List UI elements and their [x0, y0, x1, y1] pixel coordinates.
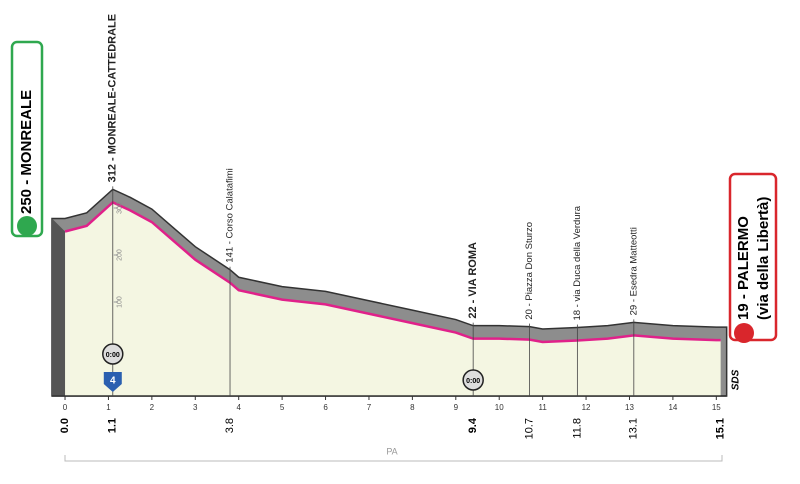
waypoint-label: 312 - MONREALE-CATTEDRALE [107, 14, 119, 182]
waypoint-label: 18 - via Duca della Verdura [572, 205, 583, 320]
x-tick-label: 8 [410, 403, 415, 412]
elevation-area [65, 202, 721, 396]
start-label: 250 - MONREALE [18, 90, 35, 214]
climb-badge [103, 372, 122, 392]
x-tick-label: 15 [712, 403, 721, 412]
climb-category: 4 [110, 376, 116, 387]
x-tick-label: 10 [495, 403, 504, 412]
waypoint-label: 22 - VIA ROMA [467, 242, 479, 319]
km-marker: 13.1 [628, 418, 640, 439]
range-bracket [64, 455, 723, 462]
x-tick-label: 7 [367, 403, 372, 412]
x-tick-label: 13 [625, 403, 634, 412]
km-marker: 3.8 [224, 418, 236, 433]
finish-box [728, 172, 778, 342]
range-label: PA [386, 446, 397, 456]
y-tick-label: 300 [117, 202, 124, 214]
waypoint-label: 141 - Corso Calatafimi [225, 168, 236, 263]
x-tick-label: 2 [150, 403, 155, 412]
y-tick-label: 100 [117, 296, 124, 308]
km-marker: 11.8 [571, 418, 583, 439]
x-tick-label: 14 [668, 403, 677, 412]
x-tick-label: 3 [193, 403, 198, 412]
timing-icon [462, 369, 484, 391]
x-tick-label: 4 [236, 403, 241, 412]
elevation-line [64, 200, 721, 344]
left-wall [52, 218, 66, 396]
km-marker: 9.4 [467, 417, 479, 433]
waypoint-label: 20 - Piazza Don Sturzo [524, 222, 535, 320]
timing-label: 0:00 [466, 378, 480, 385]
x-tick-label: 11 [538, 403, 547, 412]
km-marker: 15.1 [715, 418, 727, 439]
timing-label: 0:00 [106, 352, 120, 359]
start-icon [17, 216, 37, 236]
side-label: SDS [731, 369, 742, 390]
x-tick-label: 6 [323, 403, 328, 412]
km-marker: 10.7 [524, 418, 536, 439]
finish-label: (via della Libertà) [755, 197, 772, 320]
x-tick-label: 1 [106, 403, 111, 412]
x-tick-label: 9 [454, 403, 459, 412]
finish-icon [734, 323, 754, 343]
km-marker: 0.0 [59, 418, 71, 433]
y-tick-label: 200 [117, 249, 124, 261]
finish-label: 19 - PALERMO [735, 216, 752, 320]
x-tick-label: 12 [582, 403, 591, 412]
waypoint-label: 29 - Esedra Matteotti [628, 227, 639, 315]
x-tick-label: 5 [280, 403, 285, 412]
km-marker: 1.1 [107, 418, 119, 433]
x-tick-label: 0 [63, 403, 68, 412]
timing-icon [102, 343, 124, 365]
